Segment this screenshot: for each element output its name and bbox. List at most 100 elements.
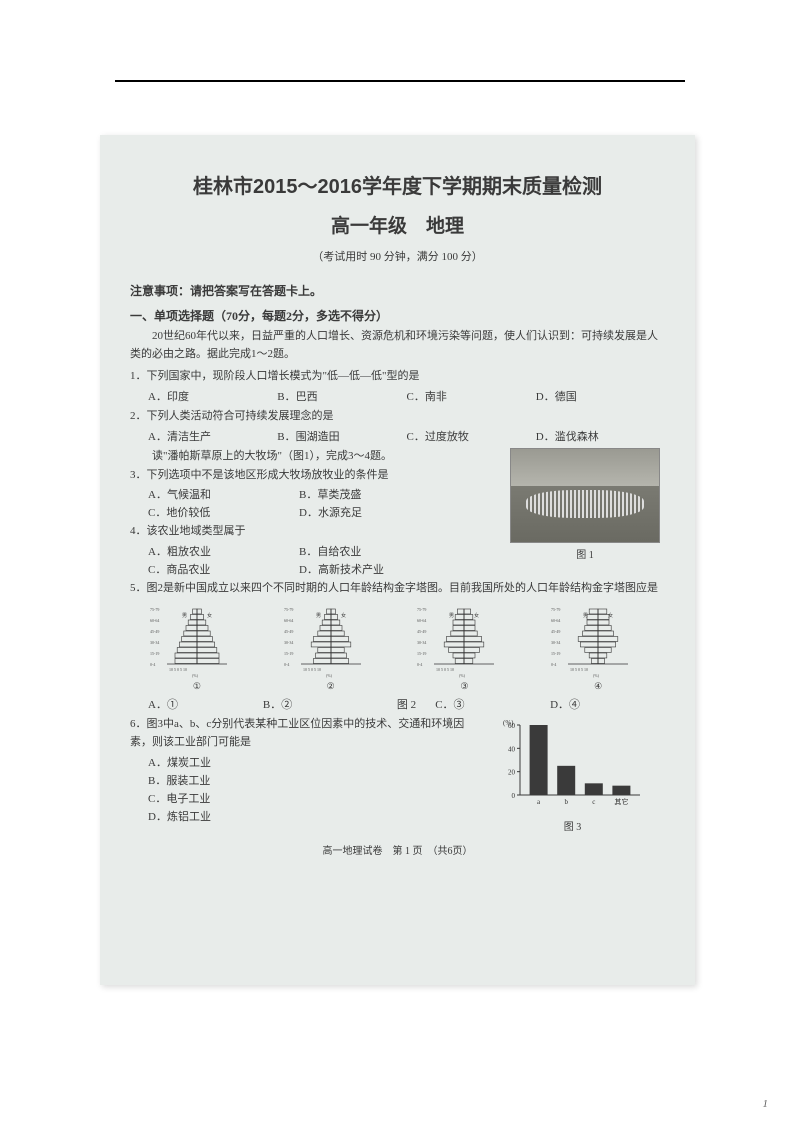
svg-text:60-64: 60-64 (150, 618, 159, 623)
q4-B: B．自给农业 (299, 543, 450, 559)
svg-text:0-4: 0-4 (284, 662, 289, 667)
q6-block: 6．图3中a、b、c分别代表某种工业区位因素中的技术、交通和环境因素，则该工业部… (130, 715, 665, 824)
svg-text:40: 40 (508, 745, 516, 753)
section-1-header: 一、单项选择题（70分，每题2分，多选不得分） (130, 307, 665, 324)
figure-1-image (510, 448, 660, 543)
fig2-caption: 图 2 (378, 696, 435, 712)
question-2: 2．下列人类活动符合可持续发展理念的是 (130, 407, 665, 426)
svg-text:45-49: 45-49 (284, 629, 293, 634)
question-1: 1．下列国家中，现阶段人口增长模式为"低—低—低"型的是 (130, 367, 665, 386)
q2-C: C．过度放牧 (407, 428, 536, 444)
svg-text:女: 女 (474, 612, 479, 619)
q1-D: D．德国 (536, 388, 665, 404)
svg-text:a: a (537, 798, 541, 806)
svg-text:15-19: 15-19 (417, 651, 426, 656)
figure-3-chart: 0204060(%)abc其它 (495, 715, 650, 810)
svg-text:45-49: 45-49 (150, 629, 159, 634)
page-title: 桂林市2015～2016学年度下学期期末质量检测 (130, 170, 665, 199)
top-rule (115, 80, 685, 82)
svg-text:10 5 0 5 10: 10 5 0 5 10 (570, 667, 588, 672)
svg-text:女: 女 (207, 612, 212, 619)
q2-D: D．滥伐森林 (536, 428, 665, 444)
svg-text:75-79: 75-79 (284, 607, 293, 612)
q4-A: A．粗放农业 (148, 543, 299, 559)
svg-text:男: 男 (449, 613, 454, 619)
svg-text:15-19: 15-19 (551, 651, 560, 656)
exam-info: （考试用时 90 分钟，满分 100 分） (130, 248, 665, 264)
svg-text:60-64: 60-64 (417, 618, 426, 623)
q5-D: D．④ (550, 696, 665, 712)
svg-text:0-4: 0-4 (551, 662, 556, 667)
page-subtitle: 高一年级 地理 (130, 211, 665, 238)
q1-C: C．南非 (407, 388, 536, 404)
q5-stem: 5．图2是新中国成立以来四个不同时期的人口年龄结构金字塔图。目前我国所处的人口年… (130, 579, 665, 598)
svg-text:60-64: 60-64 (284, 618, 293, 623)
pyramid-1: 75-7960-6445-4930-3415-190-4男女10 5 0 5 1… (147, 604, 247, 679)
svg-text:(%): (%) (326, 673, 333, 678)
svg-text:60-64: 60-64 (551, 618, 560, 623)
svg-text:b: b (564, 798, 568, 806)
svg-text:15-19: 15-19 (150, 651, 159, 656)
svg-text:10 5 0 5 10: 10 5 0 5 10 (169, 667, 187, 672)
svg-text:男: 男 (583, 613, 588, 619)
pyr-label-1: ① (147, 681, 247, 692)
svg-text:(%): (%) (459, 673, 466, 678)
q2-options: A．清洁生产 B．围湖造田 C．过度放牧 D．滥伐森林 (130, 428, 665, 444)
q3-D: D．水源充足 (299, 504, 450, 520)
svg-text:75-79: 75-79 (551, 607, 560, 612)
q5-B: B．② (263, 696, 378, 712)
svg-text:45-49: 45-49 (551, 629, 560, 634)
svg-text:女: 女 (341, 612, 346, 619)
q4-C: C．商品农业 (148, 561, 299, 577)
q1-options: A．印度 B．巴西 C．南非 D．德国 (130, 388, 665, 404)
question-6: 6．图3中a、b、c分别代表某种工业区位因素中的技术、交通和环境因素，则该工业部… (130, 715, 470, 752)
question-5: 5．图2是新中国成立以来四个不同时期的人口年龄结构金字塔图。目前我国所处的人口年… (130, 579, 665, 598)
pyr-label-4: ④ (548, 681, 648, 692)
q5-options: A．① B．② 图 2 C．③ D．④ (130, 696, 665, 712)
q3-options: A．气候温和 B．草类茂盛 C．地价较低 D．水源充足 (130, 486, 450, 522)
svg-text:c: c (592, 798, 595, 806)
pyramid-3: 75-7960-6445-4930-3415-190-4男女10 5 0 5 1… (414, 604, 514, 679)
svg-text:30-34: 30-34 (150, 640, 159, 645)
svg-text:男: 男 (316, 613, 321, 619)
svg-text:0-4: 0-4 (417, 662, 422, 667)
section-1-intro: 20世纪60年代以来，日益严重的人口增长、资源危机和环境污染等问题，使人们认识到… (130, 328, 665, 363)
figure-1-caption: 图 1 (510, 546, 660, 561)
figure-1: 图 1 (510, 448, 660, 561)
q5-C: C．③ (435, 696, 550, 712)
figure-3-caption: 图 3 (495, 818, 650, 833)
svg-text:10 5 0 5 10: 10 5 0 5 10 (303, 667, 321, 672)
q3-B: B．草类茂盛 (299, 486, 450, 502)
svg-text:(%): (%) (192, 673, 199, 678)
q2-B: B．围湖造田 (277, 428, 406, 444)
svg-text:20: 20 (508, 768, 516, 776)
svg-text:30-34: 30-34 (551, 640, 560, 645)
svg-text:15-19: 15-19 (284, 651, 293, 656)
q5-A: A．① (148, 696, 263, 712)
pyr-label-2: ② (281, 681, 381, 692)
corner-page-number: 1 (763, 1098, 769, 1110)
svg-text:(%): (%) (593, 673, 600, 678)
svg-text:女: 女 (608, 612, 613, 619)
svg-text:(%): (%) (503, 719, 514, 727)
svg-text:30-34: 30-34 (417, 640, 426, 645)
pyr-label-3: ③ (414, 681, 514, 692)
q3-C: C．地价较低 (148, 504, 299, 520)
svg-text:0: 0 (512, 792, 516, 800)
pyramid-2: 75-79 60-64 45-49 30-34 15-19 0-4 男 女 10 5 0 5 1… (281, 604, 381, 679)
pyramid-4: 75-79 60-64 45-49 30-34 15-19 0-4 男 女 10 5 0 5 1… (548, 604, 648, 679)
notice: 注意事项：请把答案写在答题卡上。 (130, 282, 665, 299)
figure-3: 0204060(%)abc其它 图 3 (495, 715, 650, 833)
svg-text:30-34: 30-34 (284, 640, 293, 645)
pyramid-labels: ① ② ③ ④ (130, 681, 665, 692)
q2-A: A．清洁生产 (148, 428, 277, 444)
svg-text:75-79: 75-79 (417, 607, 426, 612)
svg-text:45-49: 45-49 (417, 629, 426, 634)
svg-text:其它: 其它 (614, 797, 628, 806)
q3-q4-block: 图 1 3．下列选项中不是该地区形成大牧场放牧业的条件是 A．气候温和 B．草类… (130, 466, 665, 579)
q6-stem: 6．图3中a、b、c分别代表某种工业区位因素中的技术、交通和环境因素，则该工业部… (130, 715, 470, 752)
svg-text:0-4: 0-4 (150, 662, 155, 667)
svg-text:男: 男 (182, 613, 187, 619)
q2-stem: 2．下列人类活动符合可持续发展理念的是 (130, 407, 665, 426)
q3-A: A．气候温和 (148, 486, 299, 502)
